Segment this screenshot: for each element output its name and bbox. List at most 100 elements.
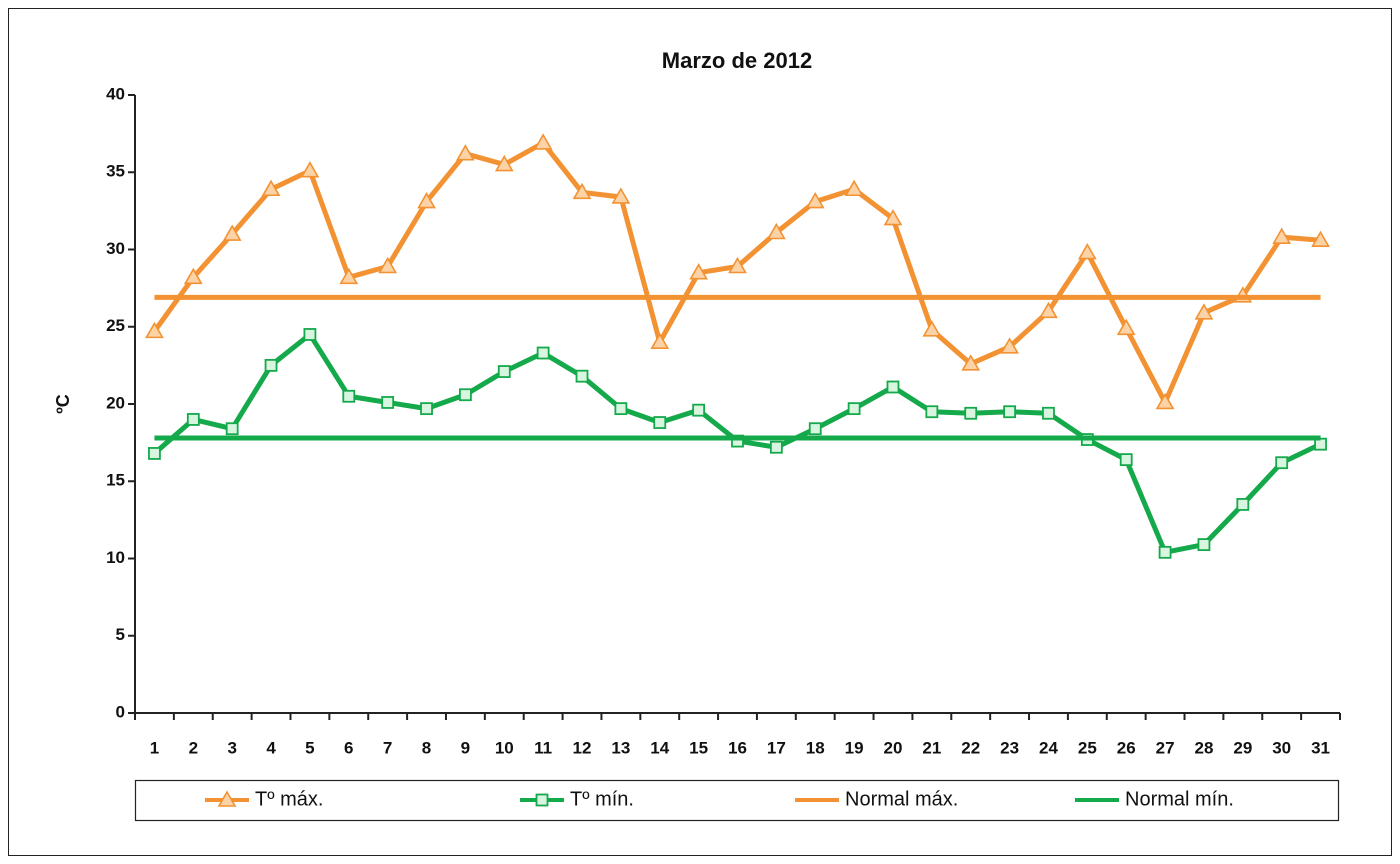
marker-triangle — [533, 133, 553, 150]
marker-triangle — [1194, 303, 1214, 320]
marker-triangle — [1155, 392, 1175, 410]
x-tick-label: 6 — [344, 738, 353, 757]
x-tick-label: 13 — [611, 738, 630, 757]
marker-triangle — [145, 321, 164, 339]
y-tick-label: 25 — [106, 316, 125, 335]
marker-triangle — [883, 208, 903, 226]
x-tick-label: 12 — [573, 738, 592, 757]
marker-triangle — [378, 256, 398, 274]
marker-triangle — [805, 191, 825, 209]
marker-square — [1042, 406, 1055, 420]
marker-square — [614, 402, 628, 416]
y-tick-label: 0 — [116, 702, 125, 721]
x-tick-label: 15 — [689, 738, 708, 757]
x-tick-label: 14 — [650, 738, 669, 757]
marker-square — [1119, 453, 1133, 467]
x-tick-label: 29 — [1233, 738, 1252, 757]
marker-square — [692, 403, 706, 417]
x-tick-label: 21 — [922, 738, 941, 757]
chart-frame — [8, 8, 1392, 856]
marker-triangle — [844, 179, 864, 197]
marker-square — [342, 389, 356, 403]
marker-triangle — [339, 267, 359, 285]
marker-square — [225, 422, 239, 436]
marker-square — [1236, 498, 1250, 511]
marker-square — [769, 440, 783, 454]
x-tick-label: 24 — [1039, 738, 1058, 757]
marker-square — [535, 793, 549, 807]
x-tick-label: 27 — [1156, 738, 1175, 757]
marker-triangle — [417, 191, 436, 209]
marker-square — [536, 346, 550, 360]
marker-square — [420, 402, 433, 416]
x-tick-label: 18 — [806, 738, 825, 757]
marker-triangle — [1311, 230, 1330, 248]
legend-box — [134, 779, 1340, 822]
x-tick-label: 1 — [150, 738, 159, 757]
x-tick-label: 5 — [305, 738, 314, 757]
marker-square — [1275, 456, 1289, 470]
x-tick-label: 28 — [1194, 738, 1213, 757]
y-tick-label: 30 — [106, 239, 125, 258]
x-tick-label: 8 — [422, 738, 431, 757]
x-tick-label: 7 — [383, 738, 392, 757]
marker-triangle — [183, 267, 203, 285]
marker-triangle — [961, 354, 981, 371]
marker-triangle — [689, 263, 709, 280]
marker-triangle — [650, 332, 670, 349]
legend-label: Normal máx. — [845, 788, 958, 810]
marker-square — [1158, 545, 1172, 559]
marker-triangle — [572, 182, 592, 200]
marker-square — [653, 416, 667, 429]
marker-triangle — [1039, 301, 1058, 319]
x-tick-label: 10 — [495, 738, 514, 757]
x-tick-label: 19 — [845, 738, 864, 757]
marker-square — [964, 406, 978, 420]
marker-square — [459, 388, 472, 402]
chart-title: Marzo de 2012 — [662, 48, 812, 73]
marker-square — [186, 413, 200, 426]
marker-triangle — [494, 154, 514, 172]
y-tick-label: 40 — [106, 84, 125, 103]
marker-square — [497, 365, 511, 378]
legend-label: Normal mín. — [1125, 788, 1234, 810]
x-tick-label: 26 — [1117, 738, 1136, 757]
y-tick-label: 35 — [106, 162, 125, 181]
marker-square — [264, 358, 278, 372]
x-tick-label: 9 — [461, 738, 470, 757]
marker-square — [381, 396, 395, 409]
legend-label: Tº mín. — [570, 788, 634, 810]
legend-label: Tº máx. — [255, 788, 323, 810]
x-tick-label: 31 — [1311, 738, 1330, 757]
y-tick-label: 10 — [106, 548, 125, 567]
marker-triangle — [1272, 227, 1292, 244]
x-tick-label: 16 — [728, 738, 747, 757]
marker-triangle — [222, 224, 242, 241]
marker-square — [808, 422, 822, 436]
x-tick-label: 25 — [1078, 738, 1097, 757]
marker-triangle — [261, 179, 281, 197]
marker-triangle — [217, 790, 237, 807]
marker-triangle — [922, 320, 942, 337]
x-tick-label: 30 — [1272, 738, 1291, 757]
y-axis-label: ºC — [53, 394, 73, 414]
y-tick-label: 5 — [116, 625, 125, 644]
marker-triangle — [300, 161, 320, 178]
marker-square — [148, 447, 161, 460]
marker-square — [575, 369, 589, 383]
marker-square — [925, 405, 939, 419]
marker-triangle — [611, 187, 631, 204]
marker-square — [1003, 405, 1016, 419]
x-tick-label: 17 — [767, 738, 786, 757]
marker-triangle — [766, 222, 786, 240]
x-tick-label: 22 — [961, 738, 980, 757]
x-tick-label: 3 — [227, 738, 236, 757]
x-tick-label: 20 — [884, 738, 903, 757]
marker-square — [886, 380, 900, 394]
x-tick-label: 2 — [189, 738, 198, 757]
marker-triangle — [1077, 242, 1097, 260]
marker-square — [303, 328, 317, 341]
marker-square — [1197, 538, 1211, 551]
